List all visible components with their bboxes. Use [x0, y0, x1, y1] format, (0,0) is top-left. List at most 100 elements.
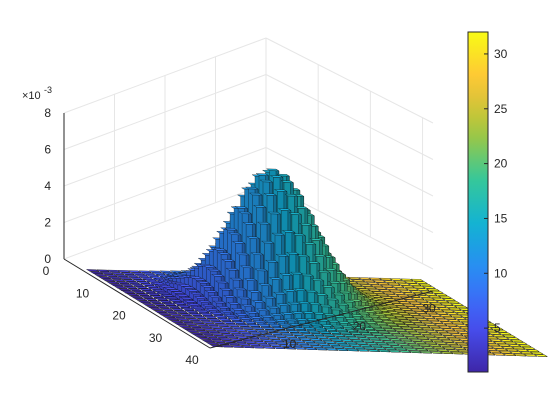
bar-cell	[397, 283, 412, 286]
bar-cell	[409, 290, 424, 293]
bar-cell	[384, 287, 399, 291]
bar-face-top	[217, 252, 232, 255]
bar-face-top	[351, 279, 366, 282]
z-exponent-base: ×10	[22, 90, 41, 102]
bar-cell	[149, 308, 164, 311]
bar-face-top	[376, 282, 391, 285]
bar-cell	[122, 279, 137, 283]
bar-face-top	[215, 280, 229, 284]
bar-face-top	[441, 309, 456, 313]
bar-cell	[114, 274, 129, 278]
bar-cell	[113, 286, 128, 289]
bar-face-top	[134, 286, 149, 289]
bar-face-top	[153, 289, 167, 293]
bar-face-top	[158, 300, 173, 303]
bar-face-top	[85, 269, 100, 272]
bar-face-top	[269, 175, 284, 178]
bar-cell	[424, 311, 439, 315]
bar-cell	[454, 305, 469, 309]
bar-cell	[156, 305, 170, 309]
bar-face-top	[256, 221, 271, 225]
bar-face-top	[375, 293, 390, 297]
bar-face-top	[149, 287, 163, 290]
bar-face-top	[394, 287, 409, 291]
z-tick-label: 8	[44, 106, 51, 120]
bar-face-top	[185, 310, 199, 314]
bar-face-top	[221, 259, 236, 262]
bar-cell	[446, 300, 461, 304]
colorbar-bar	[467, 31, 489, 373]
colorbar-tick-label: 10	[494, 266, 508, 280]
bar-face-top	[285, 252, 300, 255]
bar-face-top	[129, 295, 144, 299]
bar-face-top	[296, 254, 310, 258]
colorbar: 5 10 15 20 25 30	[467, 31, 508, 373]
bar-cell	[386, 294, 400, 297]
bar-face-top	[429, 302, 444, 306]
bar-face-top	[138, 288, 153, 291]
bar-face-top	[275, 254, 290, 257]
bar-face-top	[382, 280, 397, 283]
bar-face-top	[371, 291, 386, 294]
bar-face-top	[219, 288, 233, 291]
colorbar-tick-label: 20	[494, 157, 508, 171]
bar-face-top	[116, 281, 130, 284]
bar-face-top	[255, 173, 270, 176]
bar3-surface	[85, 168, 548, 357]
bar-cell	[153, 310, 168, 314]
bar-face-top	[117, 288, 132, 291]
bar-face-top	[144, 298, 158, 301]
bar-face-top	[154, 297, 169, 301]
bar-cell	[110, 272, 125, 275]
bar-cell	[404, 299, 419, 302]
bar-cell	[386, 282, 401, 286]
bar-face-top	[264, 260, 279, 263]
bar-face-top	[229, 277, 244, 281]
bar-cell	[434, 293, 449, 296]
bar-face-top	[393, 280, 408, 284]
bar-face-top	[129, 277, 143, 280]
bar-face-top	[179, 297, 194, 300]
bar-face-top	[208, 295, 223, 298]
bar-cell	[401, 303, 416, 307]
bar-face-top	[416, 306, 431, 310]
bar-cell	[410, 278, 425, 282]
bar-face-top	[89, 271, 104, 275]
bar-face-top	[250, 252, 265, 256]
bar-face-top	[362, 279, 376, 283]
bar-face-top	[288, 212, 303, 215]
bar-face-top	[160, 308, 174, 311]
bar-cell	[401, 285, 416, 288]
bar-face-top	[382, 291, 396, 295]
bar-face-top	[114, 274, 129, 278]
z-tick-label: 4	[44, 179, 51, 193]
bar-face-top	[424, 311, 439, 315]
bar-face-top	[126, 281, 141, 285]
bar-face-top	[110, 272, 125, 275]
bar-cell	[359, 284, 374, 287]
bar-cell	[399, 308, 414, 312]
bar-face-top	[182, 286, 196, 289]
bar-cell	[423, 293, 438, 296]
bar-face-top	[149, 308, 164, 311]
bar-face-top	[145, 285, 159, 288]
bar-face-top	[370, 284, 384, 288]
bar-cell	[415, 288, 430, 291]
bar-face-top	[207, 268, 221, 272]
bar-face-top	[384, 287, 399, 290]
x-tick-label: 20	[353, 319, 367, 333]
y-tick-label: 10	[76, 286, 90, 300]
bar-cell	[379, 277, 393, 281]
bar-cell	[358, 277, 372, 280]
bar-cell	[391, 303, 406, 307]
bar-cell	[397, 301, 412, 305]
bar-face-top	[280, 180, 295, 183]
bar-face-top	[200, 285, 215, 288]
bar-face-top	[121, 272, 135, 275]
bar-face-top	[234, 206, 249, 209]
bar-face-top	[402, 292, 417, 295]
bar-face-top	[410, 297, 425, 300]
bar-face-top	[309, 238, 323, 241]
bar-face-top	[398, 290, 413, 293]
bar-cell	[416, 306, 431, 310]
